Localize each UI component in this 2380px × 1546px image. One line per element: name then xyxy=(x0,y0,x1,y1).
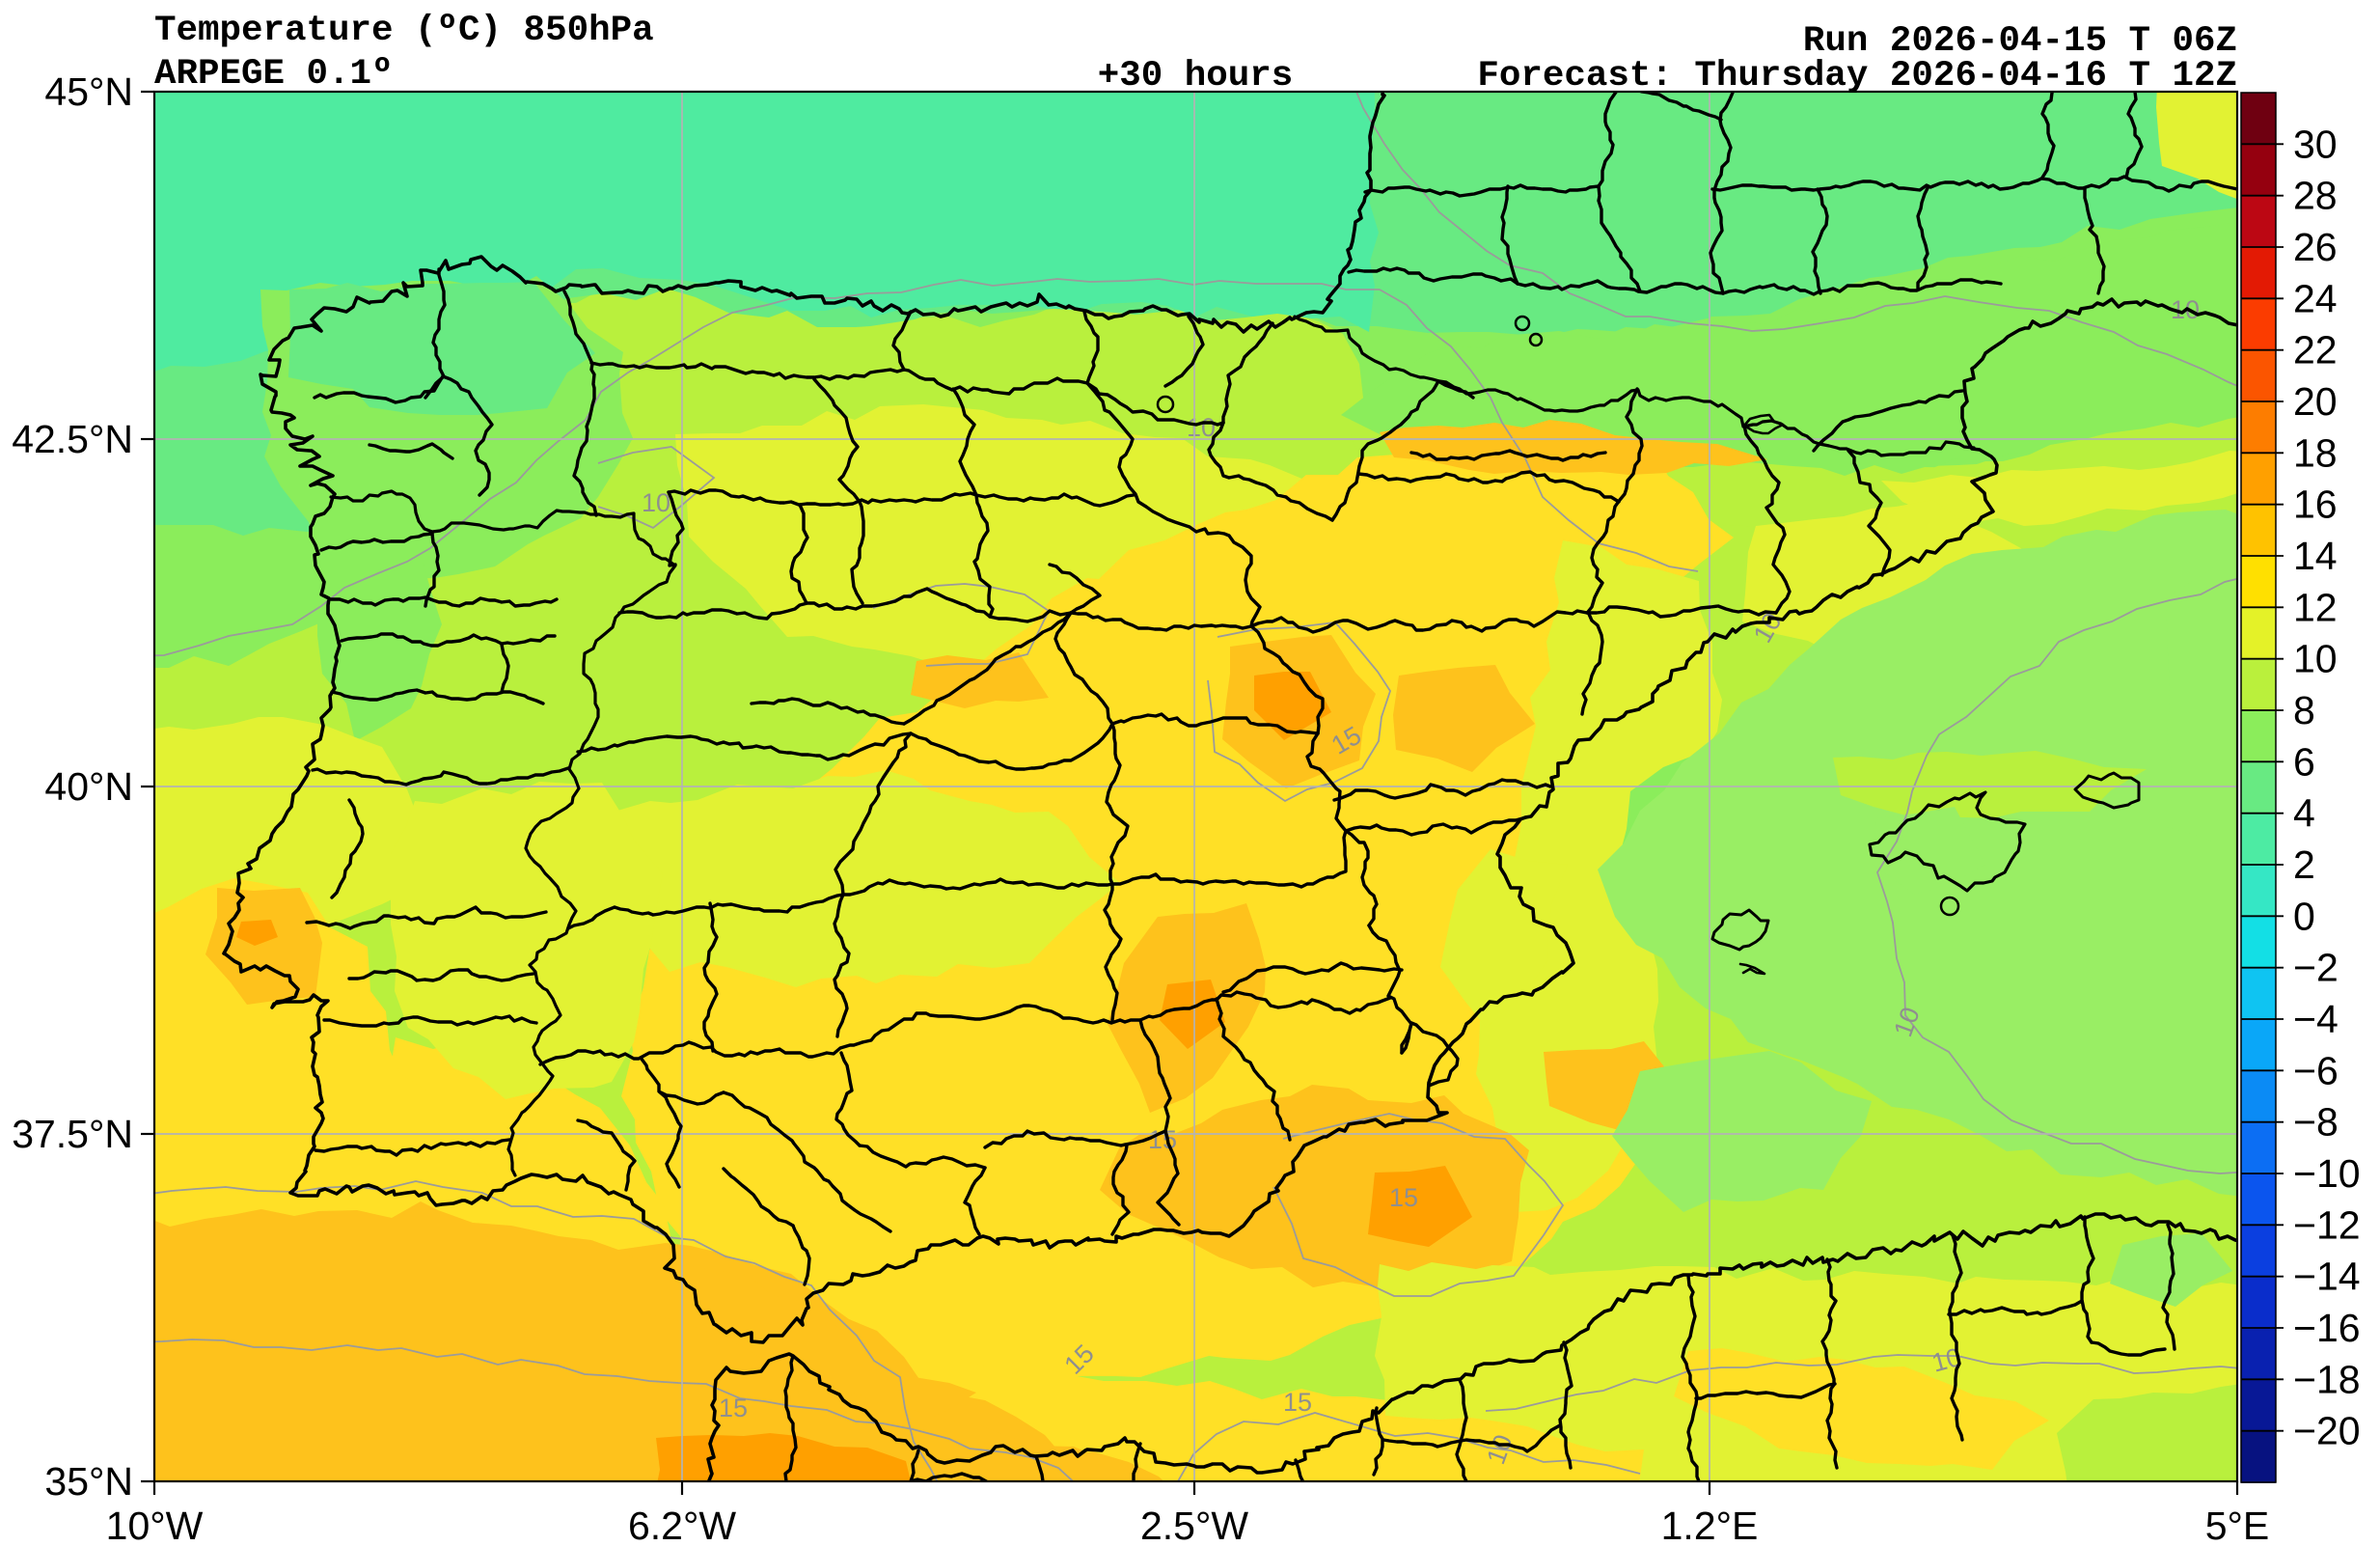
svg-text:−20: −20 xyxy=(2293,1409,2361,1453)
svg-text:−2: −2 xyxy=(2293,946,2339,990)
svg-text:10: 10 xyxy=(1187,413,1216,442)
svg-text:40°N: 40°N xyxy=(44,764,133,809)
svg-text:26: 26 xyxy=(2293,225,2338,269)
svg-text:Run 2026-04-15 T 06Z: Run 2026-04-15 T 06Z xyxy=(1803,21,2237,62)
svg-text:15: 15 xyxy=(1283,1388,1312,1417)
svg-text:18: 18 xyxy=(2293,430,2338,475)
svg-text:5°E: 5°E xyxy=(2205,1504,2270,1546)
svg-text:0: 0 xyxy=(2293,894,2315,938)
svg-text:15: 15 xyxy=(1389,1183,1418,1212)
svg-text:37.5°N: 37.5°N xyxy=(12,1112,133,1156)
svg-text:35°N: 35°N xyxy=(44,1459,133,1504)
svg-text:42.5°N: 42.5°N xyxy=(12,417,133,461)
svg-text:16: 16 xyxy=(2293,483,2338,527)
svg-text:6.2°W: 6.2°W xyxy=(628,1504,736,1546)
svg-text:−12: −12 xyxy=(2293,1202,2361,1247)
svg-text:22: 22 xyxy=(2293,328,2338,373)
svg-text:10: 10 xyxy=(642,488,670,517)
svg-text:−18: −18 xyxy=(2293,1357,2361,1401)
svg-text:12: 12 xyxy=(2293,585,2338,629)
svg-text:30: 30 xyxy=(2293,122,2338,166)
svg-text:−10: −10 xyxy=(2293,1151,2361,1196)
svg-text:20: 20 xyxy=(2293,379,2338,424)
svg-text:−14: −14 xyxy=(2293,1255,2361,1299)
svg-text:Forecast: Thursday 2026-04-16: Forecast: Thursday 2026-04-16 T 12Z xyxy=(1477,56,2237,97)
svg-text:15: 15 xyxy=(719,1394,748,1422)
svg-text:+30 hours: +30 hours xyxy=(1098,56,1294,97)
svg-text:10: 10 xyxy=(2293,637,2338,681)
svg-text:4: 4 xyxy=(2293,791,2315,836)
svg-text:−4: −4 xyxy=(2293,997,2339,1041)
svg-text:2: 2 xyxy=(2293,842,2315,887)
svg-text:2.5°W: 2.5°W xyxy=(1140,1504,1248,1546)
svg-text:1.2°E: 1.2°E xyxy=(1661,1504,1759,1546)
svg-text:10°W: 10°W xyxy=(106,1504,204,1546)
svg-text:ARPEGE 0.1º: ARPEGE 0.1º xyxy=(154,54,394,95)
svg-text:6: 6 xyxy=(2293,739,2315,784)
svg-text:28: 28 xyxy=(2293,174,2338,218)
svg-text:8: 8 xyxy=(2293,688,2315,732)
svg-text:45°N: 45°N xyxy=(44,69,133,114)
svg-text:Temperature (ºC) 850hPa: Temperature (ºC) 850hPa xyxy=(154,11,654,51)
svg-text:−6: −6 xyxy=(2293,1048,2339,1092)
svg-text:−8: −8 xyxy=(2293,1100,2339,1145)
svg-text:24: 24 xyxy=(2293,276,2338,320)
svg-text:14: 14 xyxy=(2293,534,2338,578)
svg-text:−16: −16 xyxy=(2293,1306,2361,1350)
